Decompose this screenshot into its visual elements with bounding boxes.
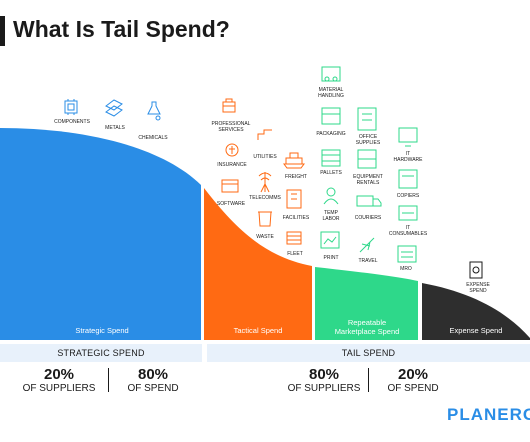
pallets-icon — [321, 149, 341, 167]
segment-marketplace — [315, 267, 418, 340]
icon-label-temp-labor-2: LABOR — [323, 216, 340, 222]
software-icon — [221, 179, 239, 193]
segment-strategic — [0, 128, 201, 340]
icon-label-travel: TRAVEL — [358, 258, 377, 264]
page-title: What Is Tail Spend? — [13, 16, 230, 42]
icon-label-freight: FREIGHT — [285, 174, 307, 180]
icon-label-it-consumables-1: IT — [406, 225, 410, 231]
icon-label-packaging: PACKAGING — [316, 131, 345, 137]
segment-label-marketplace-1: Repeatable — [348, 318, 386, 327]
icon-label-utilities: UTILITIES — [253, 154, 277, 160]
icon-label-telecomms: TELECOMMS — [249, 195, 281, 201]
stat-divider — [108, 368, 109, 392]
facilities-icon — [286, 189, 302, 209]
stat-tail-suppliers: 80% OF SUPPLIERS — [282, 366, 366, 395]
stat-value: 20% — [43, 366, 75, 383]
icon-label-components: COMPONENTS — [54, 119, 91, 125]
professional-services-icon — [222, 98, 236, 113]
icon-label-waste: WASTE — [256, 234, 274, 240]
icon-label-fleet: FLEET — [287, 251, 303, 257]
icon-label-copiers: COPIERS — [397, 193, 420, 199]
expense-spend-icon — [469, 261, 483, 279]
icon-label-couriers: COURIERS — [355, 215, 382, 221]
icon-label-temp-labor-1: TEMP — [324, 210, 339, 216]
icon-label-insurance: INSURANCE — [217, 162, 247, 168]
segment-tactical — [204, 188, 312, 340]
title-accent-bar — [0, 16, 5, 46]
equipment-rentals-icon — [357, 149, 377, 169]
stat-value: 80% — [137, 366, 169, 383]
waste-icon — [258, 211, 272, 227]
icon-label-expense-spend-2: SPEND — [469, 288, 487, 294]
icon-label-it-consumables-2: CONSUMABLES — [389, 231, 428, 237]
band-strategic-spend: STRATEGIC SPEND — [0, 344, 202, 362]
office-supplies-icon — [357, 107, 377, 131]
band-tail-spend: TAIL SPEND — [207, 344, 530, 362]
icon-label-equipment-rentals-1: EQUIPMENT — [353, 174, 383, 180]
stat-label: OF SPEND — [387, 383, 439, 394]
icon-label-print: PRINT — [324, 255, 339, 261]
icon-label-material-handling-2: HANDLING — [318, 93, 344, 99]
it-consumables-icon — [398, 205, 418, 221]
stat-divider — [368, 368, 369, 392]
segment-label-tactical: Tactical Spend — [234, 326, 283, 335]
icon-label-metals: METALS — [105, 125, 125, 131]
icon-label-expense-spend-1: EXPENSE — [466, 282, 490, 288]
icon-label-facilities: FACILITIES — [283, 215, 310, 221]
stat-strategic-spend: 80% OF SPEND — [116, 366, 190, 395]
stat-label: OF SPEND — [127, 383, 179, 394]
segment-label-strategic: Strategic Spend — [75, 326, 128, 335]
icon-label-office-supplies-2: SUPPLIES — [356, 140, 381, 146]
stat-value: 20% — [397, 366, 429, 383]
icon-label-chemicals: CHEMICALS — [138, 135, 168, 141]
utilities-icon — [257, 129, 272, 140]
stat-value: 80% — [308, 366, 340, 383]
insurance-icon — [225, 143, 239, 157]
icon-label-it-hardware-2: HARDWARE — [394, 157, 424, 163]
fleet-icon — [286, 231, 302, 245]
icon-label-mro: MRO — [400, 266, 412, 272]
copiers-icon — [398, 169, 418, 189]
components-icon — [64, 99, 78, 115]
it-hardware-icon — [398, 127, 418, 147]
icon-label-material-handling-1: MATERIAL — [319, 87, 344, 93]
segment-label-marketplace-2: Marketplace Spend — [335, 327, 400, 336]
freight-icon — [283, 152, 305, 169]
icon-label-it-hardware-1: IT — [406, 151, 410, 157]
telecomms-icon — [258, 172, 272, 193]
segment-expense — [422, 283, 530, 340]
icon-label-office-supplies-1: OFFICE — [359, 134, 378, 140]
icon-label-professional-services-2: SERVICES — [218, 127, 244, 133]
print-icon — [320, 231, 340, 249]
metals-icon — [105, 99, 123, 117]
temp-labor-icon — [323, 187, 339, 205]
icon-label-software: SOFTWARE — [217, 201, 246, 207]
travel-icon — [359, 237, 375, 253]
stat-label: OF SUPPLIERS — [22, 383, 96, 394]
chemicals-icon — [147, 101, 161, 121]
icon-label-equipment-rentals-2: RENTALS — [357, 180, 380, 186]
stat-tail-spend: 20% OF SPEND — [376, 366, 450, 395]
stat-label: OF SUPPLIERS — [287, 383, 361, 394]
icon-label-pallets: PALLETS — [320, 170, 342, 176]
brand-logo: PLANERGY — [447, 405, 530, 424]
icon-label-professional-services-1: PROFESSIONAL — [212, 121, 251, 127]
segment-label-expense: Expense Spend — [450, 326, 503, 335]
packaging-icon — [321, 107, 341, 125]
mro-icon — [397, 245, 417, 263]
material-handling-icon — [321, 66, 341, 82]
tail-spend-diagram: Strategic Spend Tactical Spend Repeatabl… — [0, 66, 530, 340]
stat-strategic-suppliers: 20% OF SUPPLIERS — [17, 366, 101, 395]
couriers-icon — [356, 195, 382, 207]
